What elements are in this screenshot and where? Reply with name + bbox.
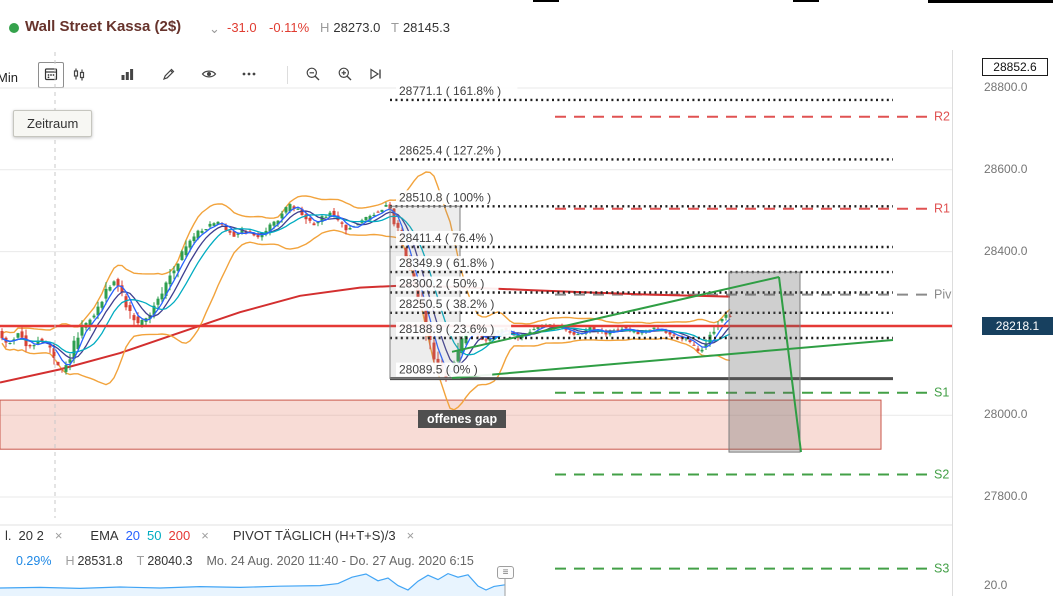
trend-line-3[interactable] <box>778 276 802 453</box>
svg-text:28349.9 ( 61.8% ): 28349.9 ( 61.8% ) <box>399 256 494 270</box>
indicator-pivot-legend[interactable]: PIVOT TÄGLICH (H+T+S)/3 × <box>233 528 414 543</box>
chevron-down-icon[interactable]: ⌄ <box>209 21 220 36</box>
ema20-line <box>1 206 731 373</box>
pivot-label-s3: S3 <box>934 562 949 576</box>
bollinger-lower-band <box>1 229 731 411</box>
range-info-row: 0.29% H 28531.8 T 28040.3 Mo. 24 Aug. 2020… <box>16 554 474 568</box>
pivot-label-r1: R1 <box>934 202 950 216</box>
pivot-label: PIVOT TÄGLICH (H+T+S)/3 <box>232 528 396 543</box>
indicator-label: l. <box>5 528 12 543</box>
fib-label: 28188.9 ( 23.6% ) <box>396 322 512 336</box>
zoom-in-icon <box>337 66 353 85</box>
top-edge-fragment <box>533 0 559 2</box>
axis-tick: 28800.0 <box>984 80 1028 95</box>
indicators-button[interactable] <box>114 62 140 88</box>
go-to-end-button[interactable] <box>362 62 388 88</box>
zoom-out-button[interactable] <box>300 62 326 88</box>
session-low: T 28145.3 <box>391 20 450 35</box>
open-gap-label[interactable]: offenes gap <box>418 410 507 428</box>
fib-label: 28411.4 ( 76.4% ) <box>396 231 512 245</box>
pivot-label-piv: Piv <box>934 288 952 302</box>
svg-text:28089.5 ( 0% ): 28089.5 ( 0% ) <box>399 363 478 377</box>
ema-label: EMA <box>90 528 119 543</box>
fib-label: 28625.4 ( 127.2% ) <box>396 143 518 158</box>
toolbar-separator <box>287 66 288 84</box>
svg-text:28625.4 ( 127.2% ): 28625.4 ( 127.2% ) <box>399 143 501 157</box>
axis-tick: 27800.0 <box>984 489 1028 504</box>
top-edge-fragment <box>928 0 1053 3</box>
remove-indicator-icon[interactable]: × <box>54 528 63 543</box>
zoom-in-button[interactable] <box>332 62 358 88</box>
selection-box-2[interactable] <box>728 271 801 453</box>
pivot-label-s1: S1 <box>934 386 949 400</box>
ema200-line <box>0 284 731 384</box>
go-to-end-icon <box>367 66 383 85</box>
indicators-icon <box>119 66 135 85</box>
svg-text:28250.5 ( 38.2% ): 28250.5 ( 38.2% ) <box>399 297 494 311</box>
svg-text:28411.4 ( 76.4% ): 28411.4 ( 76.4% ) <box>399 231 494 245</box>
navigator-sparkline <box>0 572 506 591</box>
fib-label: 28771.1 ( 161.8% ) <box>396 83 518 98</box>
visibility-button[interactable] <box>196 62 222 88</box>
ellipsis-icon <box>241 66 257 85</box>
timeframe-label[interactable]: Min <box>0 70 18 85</box>
trend-line-2[interactable] <box>451 276 780 353</box>
pivot-label-r2: R2 <box>934 110 950 124</box>
ema20-param: 20 <box>125 528 141 543</box>
axis-tick: 28400.0 <box>984 243 1028 258</box>
ema200-param: 200 <box>168 528 191 543</box>
main-chart[interactable]: R2 R1 Piv S1 S2 S3 28771.1 ( 161.8% ) 28625.4 (… <box>0 50 952 596</box>
ema50-param: 50 <box>147 528 162 543</box>
svg-text:28300.2 ( 50% ): 28300.2 ( 50% ) <box>399 277 484 291</box>
fib-label: 28349.9 ( 61.8% ) <box>396 256 512 271</box>
session-high: H 28273.0 <box>320 20 381 35</box>
fib-label: 28510.8 ( 100% ) <box>396 190 505 205</box>
instrument-status-dot <box>9 23 19 33</box>
more-button[interactable] <box>236 62 262 88</box>
date-range: Mo. 24 Aug. 2020 11:40 - Do. 27 Aug. 202… <box>206 554 474 568</box>
draw-button[interactable] <box>156 62 182 88</box>
fib-label: 28089.5 ( 0% ) <box>396 362 493 377</box>
current-price-tag: 28218.1 <box>982 317 1053 336</box>
navigator-area <box>0 573 505 596</box>
navigator-handle[interactable]: ≡ <box>497 566 514 579</box>
zoom-out-icon <box>305 66 321 85</box>
indicator-ema-legend[interactable]: EMA 20 50 200 × <box>90 528 208 543</box>
eye-icon <box>201 66 217 85</box>
chart-type-button[interactable] <box>66 62 92 88</box>
interval-button[interactable] <box>38 62 64 88</box>
svg-text:28510.8 ( 100% ): 28510.8 ( 100% ) <box>399 190 491 204</box>
fib-label: 28250.5 ( 38.2% ) <box>396 296 512 311</box>
tooltip-zeitraum: Zeitraum <box>13 110 93 137</box>
indicator-bollinger-legend[interactable]: l. 20 2 × <box>5 528 62 543</box>
remove-indicator-icon[interactable]: × <box>201 528 209 543</box>
bollinger-upper-band <box>1 171 731 335</box>
svg-text:28771.1 ( 161.8% ): 28771.1 ( 161.8% ) <box>399 84 501 98</box>
price-change-pct: -0.11% <box>269 20 310 35</box>
price-change: -31.0 <box>227 20 257 35</box>
chart-toolbar: Min <box>0 62 420 92</box>
axis-tick: 28600.0 <box>984 161 1028 176</box>
axis-separator <box>952 50 953 596</box>
remove-indicator-icon[interactable]: × <box>406 528 415 543</box>
trend-line-1[interactable] <box>451 339 894 379</box>
bottom-scale-label: 20.0 <box>984 578 1008 592</box>
price-alert-level[interactable]: 28852.6 <box>982 57 1048 76</box>
range-high: H 28531.8 <box>65 554 123 568</box>
range-change-pct: 0.29% <box>16 554 52 568</box>
instrument-title[interactable]: Wall Street Kassa (2$) <box>25 18 182 35</box>
svg-text:28188.9 ( 23.6% ): 28188.9 ( 23.6% ) <box>399 322 494 336</box>
pivot-label-s2: S2 <box>934 468 949 482</box>
price-axis[interactable]: 28800.0 28600.0 28400.0 28000.0 27800.0 2885… <box>952 0 1053 596</box>
range-low: T 28040.3 <box>136 554 193 568</box>
pencil-icon <box>161 66 177 85</box>
chart-type-icon <box>71 66 87 85</box>
indicator-params: 20 2 <box>18 528 44 543</box>
fib-label: 28300.2 ( 50% ) <box>396 276 499 291</box>
top-edge-fragment <box>793 0 819 2</box>
axis-tick: 28000.0 <box>984 407 1028 422</box>
sma20-line <box>1 210 731 367</box>
indicator-legend: l. 20 2 × EMA 20 50 200 × PIVOT TÄGLICH … <box>5 528 414 543</box>
